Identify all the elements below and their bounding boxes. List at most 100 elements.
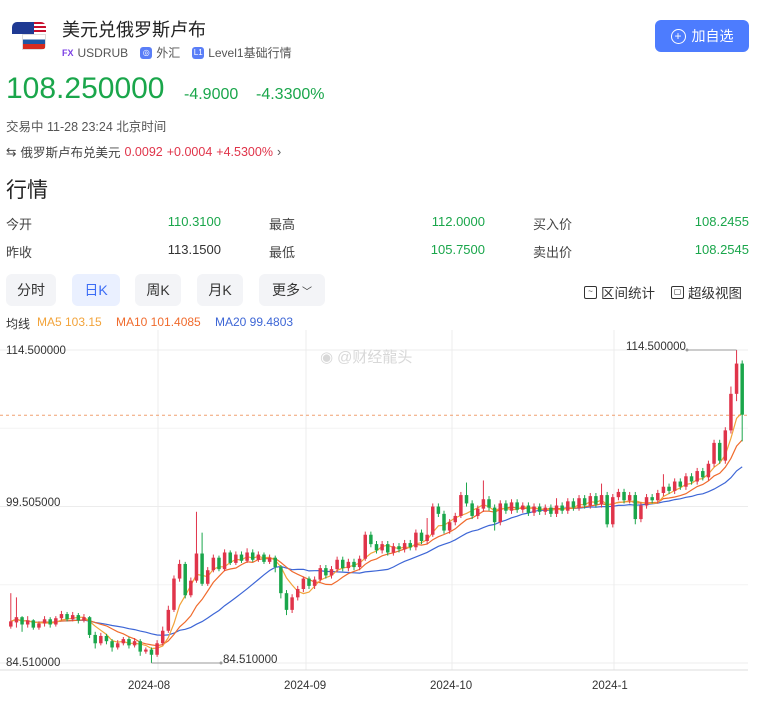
- candle-body: [644, 497, 649, 506]
- prev-close-value: 113.1500: [167, 242, 221, 257]
- candle-body: [639, 505, 643, 520]
- candle-body: [470, 503, 474, 516]
- last-price: 108.250000: [6, 72, 165, 105]
- candle-body: [549, 507, 553, 514]
- candle-body: [408, 543, 412, 548]
- watermark-text: @财经龍头: [337, 349, 413, 366]
- max-price-marker: 114.500000: [626, 341, 686, 353]
- ask-label: 卖出价: [533, 245, 573, 260]
- candle-body: [414, 532, 418, 548]
- candle-body: [132, 641, 137, 646]
- candle-body: [616, 491, 621, 498]
- candlestick-chart[interactable]: [0, 330, 763, 709]
- candle-body: [599, 495, 604, 505]
- candle-body: [222, 552, 227, 570]
- candle-body: [543, 507, 548, 512]
- candle-body: [110, 641, 114, 648]
- low-value: 105.7500: [430, 242, 485, 257]
- ma20-line: [10, 466, 743, 636]
- cross-rate-link[interactable]: ⇆ 俄罗斯卢布兑美元 0.0092 +0.0004 +4.5300% ›: [6, 142, 281, 161]
- add-watchlist-button[interactable]: + 加自选: [655, 20, 749, 52]
- globe-icon: ◎: [140, 46, 153, 59]
- candle-body: [521, 505, 525, 510]
- candle-body: [740, 363, 744, 415]
- symbol-tag: FX USDRUB: [62, 46, 128, 60]
- level-label: Level1基础行情: [208, 46, 292, 60]
- candle-body: [177, 563, 182, 579]
- candle-body: [239, 554, 244, 561]
- tab-weekly-k[interactable]: 周K: [135, 274, 181, 306]
- candle-body: [582, 498, 587, 506]
- candle-body: [357, 558, 362, 568]
- candle-body: [701, 471, 705, 478]
- bid-label: 买入价: [533, 217, 573, 232]
- candle-body: [369, 534, 373, 545]
- candle-body: [166, 609, 171, 631]
- candle-body: [341, 559, 345, 569]
- candle-body: [734, 363, 739, 394]
- candle-body: [42, 619, 47, 624]
- candle-body: [121, 639, 126, 644]
- candle-body: [723, 430, 728, 461]
- tab-monthly-k[interactable]: 月K: [197, 274, 243, 306]
- candle-body: [127, 639, 131, 646]
- candle-body: [386, 544, 390, 553]
- candle-body: [87, 617, 92, 635]
- candle-body: [661, 486, 666, 493]
- level-tag: L1 Level1基础行情: [192, 44, 292, 61]
- candle-body: [211, 557, 216, 571]
- candle-body: [217, 557, 221, 570]
- candle-body: [301, 578, 306, 590]
- high-value: 112.0000: [431, 214, 485, 229]
- candle-body: [318, 568, 322, 580]
- currency-pair-flag-icon: [12, 22, 46, 50]
- candle-body: [37, 623, 41, 628]
- swap-icon: ⇆: [6, 145, 17, 159]
- candle-body: [70, 615, 75, 620]
- candle-body: [402, 543, 407, 550]
- candle-body: [205, 570, 210, 584]
- min-marker-dot: [219, 661, 223, 665]
- candle-body: [577, 498, 581, 508]
- trading-status: 交易中 11-28 23:24 北京时间: [6, 120, 167, 134]
- category-label: 外汇: [156, 46, 181, 60]
- symbol-info-row: FX USDRUB ◎ 外汇 L1 Level1基础行情: [62, 44, 292, 61]
- cross-rate-change: +0.0004: [166, 144, 213, 159]
- candle-body: [464, 495, 469, 504]
- candle-body: [633, 495, 638, 520]
- cross-rate-price: 0.0092: [124, 144, 163, 159]
- tab-daily-k[interactable]: 日K: [72, 274, 120, 306]
- ask-value: 108.2545: [694, 242, 749, 257]
- candle-body: [256, 554, 261, 560]
- page-title: 美元兑俄罗斯卢布: [62, 20, 206, 40]
- candle-body: [459, 495, 463, 516]
- candle-body: [374, 544, 379, 551]
- range-stats-button[interactable]: ~ 区间统计: [584, 282, 655, 302]
- candle-body: [228, 552, 232, 563]
- candle-body: [425, 534, 429, 541]
- candle-body: [627, 495, 632, 501]
- ma-label: 均线: [6, 317, 31, 331]
- candle-body: [245, 552, 249, 561]
- candle-body: [31, 620, 36, 628]
- high-label: 最高: [269, 217, 296, 232]
- candle-body: [262, 554, 266, 562]
- bid-value: 108.2455: [694, 214, 749, 229]
- weibo-icon: ◉: [320, 348, 334, 366]
- y-axis-label-mid: 99.505000: [6, 497, 61, 509]
- candle-body: [189, 580, 193, 596]
- candle-body: [183, 563, 187, 596]
- candle-body: [48, 619, 52, 625]
- candle-body: [667, 486, 671, 491]
- symbol-code: USDRUB: [77, 45, 129, 60]
- tab-more[interactable]: 更多 ﹀: [259, 274, 325, 306]
- super-view-icon: ▢: [671, 285, 684, 299]
- ma5-legend: MA5 103.15: [37, 315, 102, 329]
- y-axis-label-top: 114.500000: [6, 345, 66, 357]
- candle-body: [104, 635, 109, 642]
- candle-body: [20, 617, 24, 625]
- tab-intraday[interactable]: 分时: [6, 274, 56, 306]
- candle-body: [504, 503, 508, 511]
- super-view-button[interactable]: ▢ 超级视图: [671, 282, 742, 302]
- category-tag: ◎ 外汇: [140, 44, 180, 61]
